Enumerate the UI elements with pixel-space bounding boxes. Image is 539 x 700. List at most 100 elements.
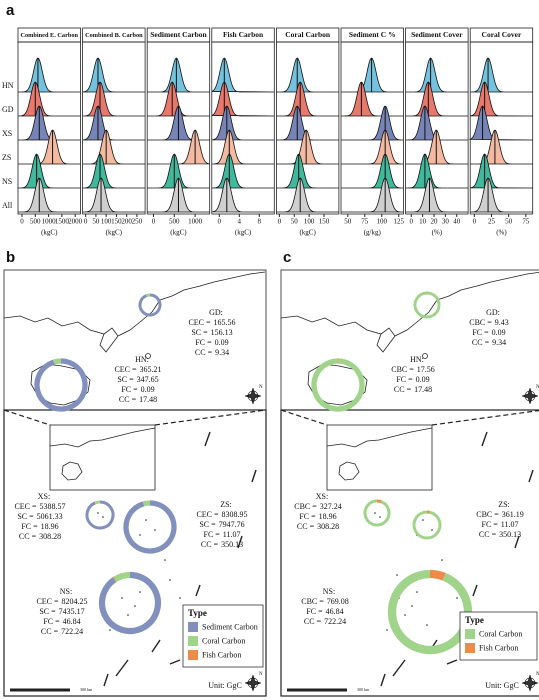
region-stat: FC = 46.84	[306, 607, 343, 616]
region-stat: SC = 5061.33	[17, 512, 62, 521]
row-label: ZS	[2, 153, 11, 162]
donut-segment	[85, 500, 115, 530]
region-stat: CC = 350.13	[201, 540, 243, 549]
x-tick-label: 0	[278, 218, 282, 226]
x-tick-label: 1500	[55, 218, 70, 226]
density-ridge	[470, 81, 533, 117]
density-ridge	[18, 129, 81, 165]
x-axis-label: (g/kg)	[364, 229, 382, 237]
density-ridge	[82, 57, 146, 93]
x-tick-label: 50	[344, 218, 352, 226]
density-ridge	[82, 153, 146, 189]
stat-value: 327.24	[320, 502, 342, 511]
stat-key: SC =	[17, 512, 34, 521]
stat-value: 722.24	[324, 617, 346, 626]
strip-title: Combined B. Carbon	[85, 32, 143, 39]
region-stat: CC = 722.24	[304, 617, 346, 626]
plot-frame	[146, 41, 211, 215]
strip-title: Sediment C %	[349, 30, 396, 39]
density-ridge	[341, 57, 404, 93]
x-tick-label: 10	[419, 218, 427, 226]
region-stat: FC = 11.07	[204, 530, 241, 539]
stat-value: 7947.76	[219, 520, 245, 529]
region-stat: FC = 0.09	[121, 385, 154, 394]
stat-value: 18.96	[41, 522, 59, 531]
x-tick-label: 0	[410, 218, 414, 226]
region-stat: FC = 0.09	[472, 328, 505, 337]
density-ridge	[340, 177, 404, 213]
scale-label: 300 km	[357, 687, 370, 692]
stat-key: FC =	[299, 512, 316, 521]
region-stat: CC = 17.48	[394, 385, 432, 394]
x-tick-label: 0	[20, 218, 24, 226]
ridges	[340, 57, 404, 213]
strip-title: Coral Carbon	[285, 30, 331, 39]
coastline	[280, 271, 539, 337]
legend-swatch	[465, 629, 475, 639]
ridges	[211, 57, 275, 213]
region-stat: CC = 308.28	[297, 522, 339, 531]
region-stat: SC = 156.13	[191, 328, 232, 337]
donut-segment	[113, 571, 131, 582]
stat-key: FC =	[482, 520, 499, 529]
stat-key: CC =	[119, 395, 137, 404]
region-name: ZS:	[498, 500, 510, 509]
legend-title: Type	[188, 608, 207, 618]
density-ridge	[147, 57, 210, 93]
x-tick-label: 500	[30, 218, 41, 226]
density-ridge	[340, 153, 404, 189]
x-tick-label: 75	[522, 218, 530, 226]
stat-value: 350.13	[499, 530, 521, 539]
x-tick-label: 250	[132, 218, 143, 226]
density-ridge	[405, 153, 469, 189]
x-tick-label: 50	[92, 218, 100, 226]
stat-key: CBC =	[294, 502, 317, 511]
stat-key: CC =	[479, 530, 497, 539]
x-tick-label: 0	[84, 218, 88, 226]
island	[61, 461, 83, 481]
density-ridge	[405, 57, 469, 93]
ridges	[17, 57, 81, 213]
x-tick-label: 50	[291, 218, 299, 226]
density-ridge	[405, 81, 469, 117]
density-ridge	[276, 129, 339, 165]
stat-value: 17.48	[139, 395, 157, 404]
x-tick-label: 30	[442, 218, 450, 226]
map	[280, 269, 539, 697]
compass-ring	[524, 677, 536, 689]
region-stat: CC = 9.34	[472, 338, 506, 347]
row-label: All	[2, 201, 13, 210]
stat-key: CBC =	[301, 597, 324, 606]
region-stat: CC = 17.48	[119, 395, 157, 404]
region-name: HN:	[135, 355, 149, 364]
plot-frame	[17, 41, 81, 215]
x-tick-label: 100	[304, 218, 315, 226]
stat-value: 11.07	[501, 520, 519, 529]
region-stat: CEC = 8204.25	[36, 597, 87, 606]
donut-segment	[311, 358, 365, 412]
stat-key: FC =	[396, 375, 413, 384]
stat-key: CEC =	[14, 502, 37, 511]
region-stat: SC = 7947.76	[199, 520, 244, 529]
density-ridge	[276, 57, 339, 93]
density-ridge	[470, 57, 533, 93]
stat-key: SC =	[39, 607, 56, 616]
strip-title: Coral Cover	[482, 30, 522, 39]
donut-segment	[123, 500, 177, 554]
strip-title: Sediment Carbon	[150, 30, 207, 39]
stat-key: CC =	[394, 385, 412, 394]
stat-key: SC =	[199, 520, 216, 529]
density-ridge	[211, 57, 275, 93]
donut-segment	[363, 499, 391, 527]
stat-key: CBC =	[391, 365, 414, 374]
x-tick-label: 100	[101, 218, 112, 226]
x-tick-label: 150	[319, 218, 330, 226]
region-stat: FC = 18.96	[21, 522, 58, 531]
panel-label: b	[6, 249, 15, 266]
region-stat: FC = 0.09	[195, 338, 228, 347]
region-name: GD:	[209, 308, 223, 317]
plot-frame	[405, 41, 469, 215]
stat-key: CEC =	[114, 365, 137, 374]
stat-value: 7435.17	[59, 607, 85, 616]
stat-value: 365.21	[140, 365, 162, 374]
